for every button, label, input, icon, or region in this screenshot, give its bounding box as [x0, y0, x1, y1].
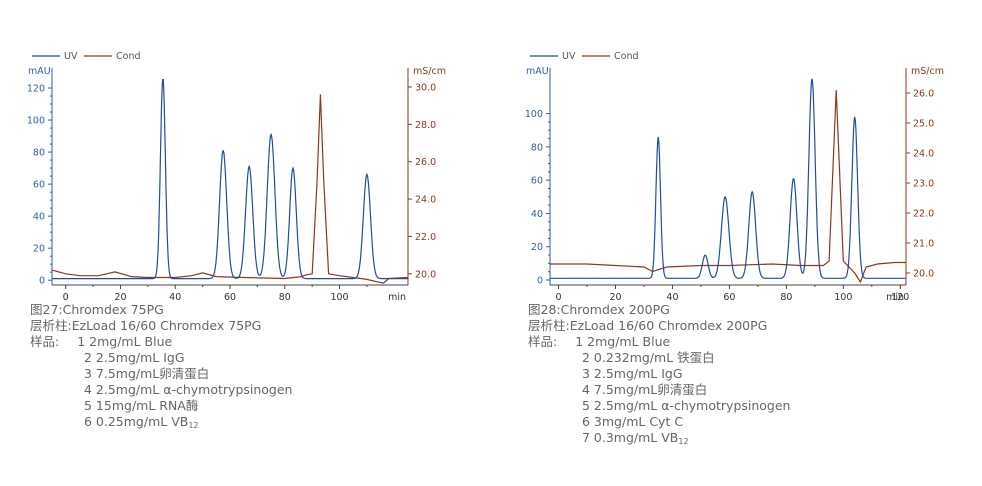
figure-title: 图28:Chromdex 200PG	[528, 302, 670, 317]
column-info: 层析柱:EzLoad 16/60 Chromdex 200PG	[528, 318, 768, 333]
legend-uv-label: UV	[64, 51, 78, 62]
sample-item-text: 6 0.25mg/mL VB	[84, 414, 189, 429]
y-tick-label-left: 60	[33, 180, 45, 191]
sample-item: 6 0.25mg/mL VB12	[30, 414, 292, 430]
y-tick-label-right: 26.0	[913, 89, 934, 100]
y-tick-label-left: 100	[525, 109, 543, 120]
subscript: 12	[678, 437, 689, 446]
y-tick-label-left: 0	[537, 276, 543, 287]
y-tick-label-right: 20.0	[415, 269, 436, 280]
y-tick-label-right: 26.0	[415, 157, 436, 168]
legend-cond-label: Cond	[116, 51, 141, 62]
y-tick-label-right: 22.0	[415, 232, 436, 243]
caption-200pg: 图28:Chromdex 200PG 层析柱:EzLoad 16/60 Chro…	[528, 302, 790, 446]
legend-cond-label: Cond	[614, 51, 639, 62]
y-tick-label-right: 25.0	[913, 119, 934, 130]
sample-label: 样品:	[528, 334, 558, 349]
y-tick-label-left: 20	[531, 242, 543, 253]
y-tick-label-right: 23.0	[913, 179, 934, 190]
sample-item: 1 2mg/mL Blue	[575, 334, 671, 349]
uv-series-line	[550, 78, 906, 279]
sample-item-text: 7 0.3mg/mL VB	[582, 430, 679, 445]
sample-item: 1 2mg/mL Blue	[77, 334, 173, 349]
x-axis-unit: min	[388, 292, 406, 303]
sample-item: 6 3mg/mL Cyt C	[582, 414, 684, 429]
uv-series-line	[52, 78, 408, 280]
sample-item: 4 2.5mg/mL α-chymotrypsinogen	[84, 382, 293, 397]
legend: UV Cond	[530, 51, 639, 62]
y-tick-label-left: 40	[33, 212, 45, 223]
sample-item: 2 2.5mg/mL IgG	[84, 350, 185, 365]
y-tick-label-right: 30.0	[415, 82, 436, 93]
subscript: 12	[188, 421, 199, 430]
x-tick-label: 0	[556, 292, 562, 303]
y-tick-label-right: 22.0	[913, 209, 934, 220]
y-axis-left-unit: mAU	[526, 66, 549, 77]
x-tick-label: 60	[224, 292, 236, 303]
x-tick-label: 100	[330, 292, 348, 303]
y-tick-label-left: 100	[27, 116, 45, 127]
y-tick-label-left: 80	[33, 148, 45, 159]
y-tick-label-left: 20	[33, 244, 45, 255]
y-tick-label-left: 40	[531, 209, 543, 220]
x-tick-label: 40	[666, 292, 678, 303]
sample-item: 7 0.3mg/mL VB12	[528, 430, 790, 446]
sample-label: 样品:	[30, 334, 60, 349]
chart-panel-75pg: UV Cond mAU mS/cm 0 20 40 60 80 100 120 20.0 22.0 24.…	[20, 0, 460, 486]
x-tick-label: 20	[609, 292, 621, 303]
x-tick-label: 120	[891, 292, 909, 303]
y-tick-label-right: 21.0	[913, 239, 934, 250]
y-axis-left-unit: mAU	[28, 66, 51, 77]
y-tick-label-right: 28.0	[415, 120, 436, 131]
sample-item: 5 15mg/mL RNA酶	[84, 398, 199, 413]
legend-uv-label: UV	[562, 51, 576, 62]
y-tick-label-left: 80	[531, 142, 543, 153]
sample-item: 3 7.5mg/mL卵清蛋白	[84, 366, 210, 381]
caption-75pg: 图27:Chromdex 75PG 层析柱:EzLoad 16/60 Chrom…	[30, 302, 292, 430]
sample-row-1: 样品: 1 2mg/mL Blue	[30, 334, 292, 350]
x-tick-label: 80	[279, 292, 291, 303]
x-tick-label: 40	[169, 292, 181, 303]
cond-series-line	[550, 89, 906, 284]
y-tick-label-right: 24.0	[415, 195, 436, 206]
x-tick-label: 60	[723, 292, 735, 303]
chromatogram-75pg: UV Cond mAU mS/cm 0 20 40 60 80 100 120 20.0 22.0 24.…	[27, 51, 446, 303]
y-tick-label-right: 20.0	[913, 269, 934, 280]
y-tick-label-left: 60	[531, 176, 543, 187]
chart-panel-200pg: UV Cond mAU mS/cm 0 20 40 60 80 100 20.0 21.0 22.0 23…	[518, 0, 958, 486]
x-tick-label: 20	[114, 292, 126, 303]
cond-series-line	[51, 94, 409, 284]
y-tick-label-left: 120	[27, 84, 45, 95]
y-tick-label-left: 0	[39, 276, 45, 287]
figure-title: 图27:Chromdex 75PG	[30, 302, 164, 317]
y-tick-label-right: 24.0	[913, 149, 934, 160]
x-tick-label: 80	[780, 292, 792, 303]
sample-item: 4 7.5mg/mL卵清蛋白	[582, 382, 708, 397]
sample-item: 5 2.5mg/mL α-chymotrypsinogen	[582, 398, 791, 413]
column-info: 层析柱:EzLoad 16/60 Chromdex 75PG	[30, 318, 262, 333]
y-axis-right-unit: mS/cm	[911, 66, 944, 77]
y-axis-right-unit: mS/cm	[413, 66, 446, 77]
x-axis-unit: min	[886, 292, 904, 303]
sample-item: 3 2.5mg/mL IgG	[582, 366, 683, 381]
x-tick-label: 100	[834, 292, 852, 303]
legend: UV Cond	[32, 51, 141, 62]
x-tick-label: 0	[63, 292, 69, 303]
chromatogram-200pg: UV Cond mAU mS/cm 0 20 40 60 80 100 20.0 21.0 22.0 23…	[525, 51, 944, 303]
sample-row-1: 样品: 1 2mg/mL Blue	[528, 334, 790, 350]
sample-item: 2 0.232mg/mL 铁蛋白	[582, 350, 715, 365]
